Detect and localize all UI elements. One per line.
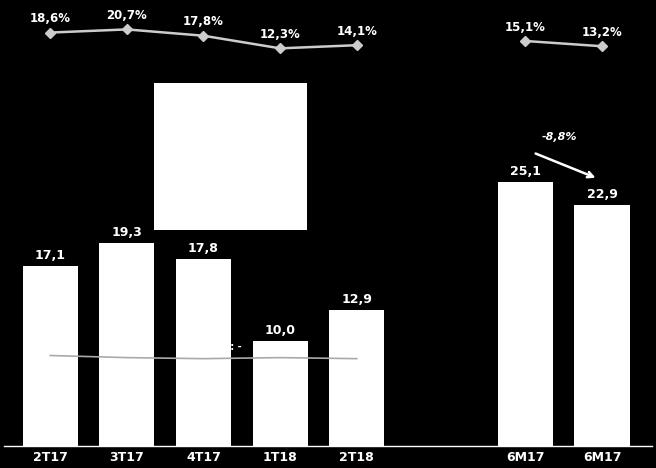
Text: 19,3: 19,3 [112,226,142,239]
Text: 12,9: 12,9 [341,293,372,306]
Bar [154,83,307,230]
Bar [99,243,154,446]
Bar [176,259,231,446]
Bar [575,205,630,446]
Text: 15,1%: 15,1% [505,21,546,34]
Text: 17,1: 17,1 [35,249,66,262]
Text: 17,8: 17,8 [188,241,219,255]
Text: 14,1%: 14,1% [337,25,377,38]
Bar [253,341,308,446]
Text: 13,2%: 13,2% [582,26,623,39]
Bar [498,182,553,446]
Text: 22,9: 22,9 [586,188,617,201]
Text: 17,8%: 17,8% [183,15,224,29]
Text: 12,3%: 12,3% [260,28,300,41]
Text: 25,1: 25,1 [510,165,541,178]
Text: 10,0: 10,0 [264,323,296,336]
Text: 20,7%: 20,7% [106,9,147,22]
Text: CAGR: -: CAGR: - [199,343,241,352]
Text: 18,6%: 18,6% [30,12,71,25]
Bar [329,310,384,446]
Text: -8,8%: -8,8% [542,132,577,142]
Bar [22,266,78,446]
